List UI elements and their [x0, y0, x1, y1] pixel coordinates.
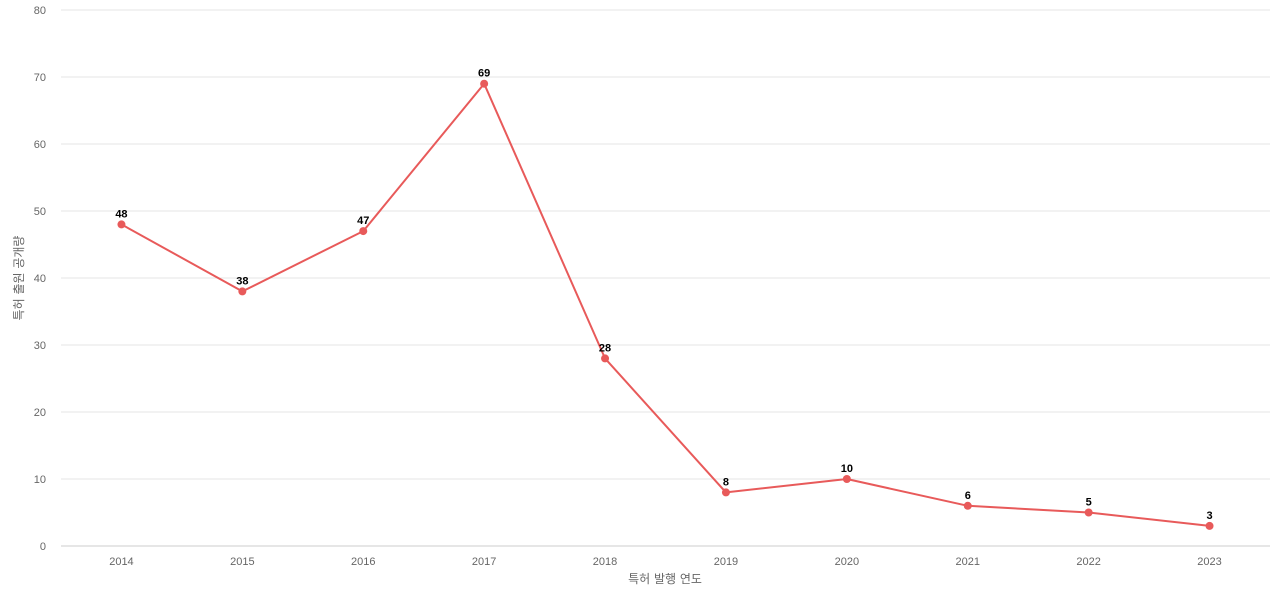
y-tick-label: 50 [34, 206, 46, 218]
y-tick-label: 20 [34, 407, 46, 419]
data-label: 28 [599, 342, 611, 354]
y-tick-label: 40 [34, 273, 46, 285]
x-axis-ticks: 2014 2015 2016 2017 2018 2019 2020 2021 2022 2023 [109, 556, 1222, 568]
data-label: 47 [357, 215, 369, 227]
x-tick-label: 2021 [956, 556, 980, 568]
data-label: 69 [478, 68, 490, 80]
y-tick-label: 30 [34, 340, 46, 352]
data-point [1205, 521, 1214, 530]
y-tick-label: 60 [34, 139, 46, 151]
data-point [842, 475, 851, 483]
y-tick-label: 10 [34, 474, 46, 486]
x-tick-label: 2015 [230, 556, 254, 568]
data-label: 6 [965, 490, 971, 502]
x-tick-label: 2022 [1076, 556, 1100, 568]
series-line [120, 82, 1210, 527]
data-labels: 48 38 47 69 28 8 10 6 5 3 [115, 68, 1212, 522]
y-tick-label: 0 [40, 541, 46, 553]
x-tick-label: 2019 [714, 556, 738, 568]
y-tick-label: 70 [34, 72, 46, 84]
x-axis-title: 특허 발행 연도 [628, 571, 702, 586]
series-layer [117, 79, 1214, 530]
data-label: 10 [841, 463, 853, 475]
data-point [117, 220, 126, 229]
data-point [963, 501, 972, 510]
data-label: 8 [723, 476, 729, 488]
data-label: 5 [1086, 497, 1092, 509]
x-tick-label: 2018 [593, 556, 617, 568]
x-tick-label: 2014 [109, 556, 133, 568]
data-point [601, 354, 610, 363]
data-label: 48 [115, 208, 127, 220]
y-axis-ticks: 0 10 20 30 40 50 60 70 80 [34, 5, 46, 553]
x-tick-label: 2023 [1197, 556, 1221, 568]
x-tick-label: 2017 [472, 556, 496, 568]
gridlines [61, 9, 1270, 547]
data-point [238, 287, 247, 296]
x-tick-label: 2016 [351, 556, 375, 568]
y-axis-title: 특허 출원 공개량 [12, 236, 26, 321]
data-label: 3 [1206, 510, 1212, 522]
data-point [480, 79, 489, 88]
data-label: 38 [236, 275, 248, 287]
x-tick-label: 2020 [835, 556, 859, 568]
data-point [359, 227, 368, 236]
data-point [721, 488, 730, 497]
y-tick-label: 80 [34, 5, 46, 17]
data-point [1084, 508, 1093, 517]
